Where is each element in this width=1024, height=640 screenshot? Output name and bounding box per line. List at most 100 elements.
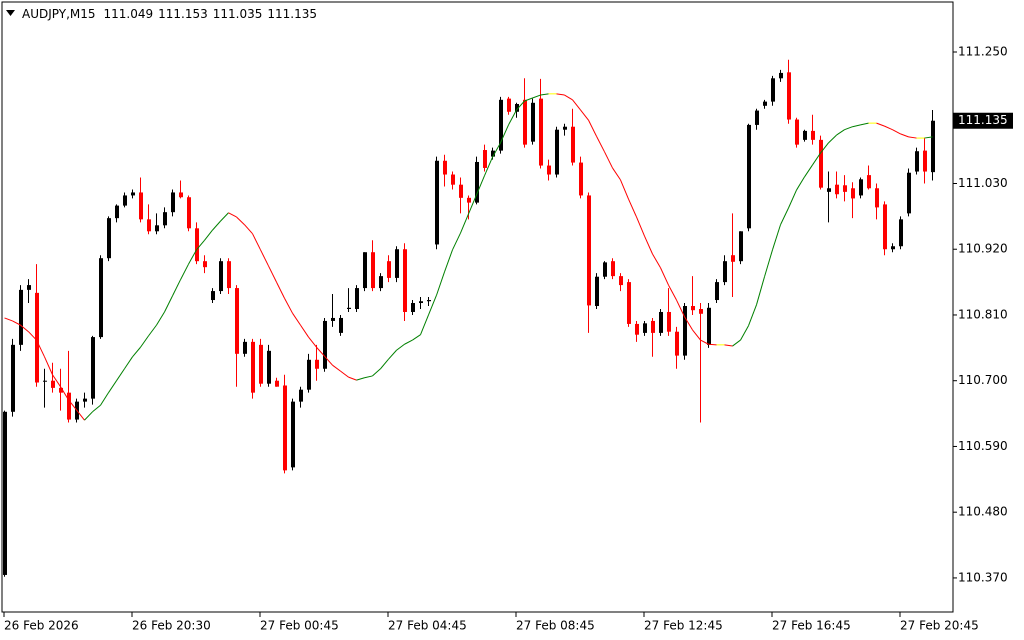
ma-segment (284, 298, 293, 314)
ma-segment (524, 97, 533, 102)
ma-segment (452, 232, 461, 251)
x-tick-label: 27 Feb 20:45 (900, 619, 979, 633)
ma-segment (700, 339, 709, 345)
ma-segment (316, 346, 325, 357)
candle-body (843, 185, 847, 192)
ma-segment (476, 175, 485, 196)
x-tick-label: 27 Feb 00:45 (260, 619, 339, 633)
ma-segment (436, 271, 445, 296)
ma-segment (44, 356, 53, 375)
candle-body (659, 311, 663, 333)
candle-body (51, 380, 55, 388)
candle-body (507, 98, 511, 112)
candle-body (307, 359, 311, 390)
candle-body (379, 276, 383, 289)
ma-segment (852, 124, 861, 128)
candle-body (107, 218, 111, 259)
candle-body (195, 228, 199, 262)
ma-segment (556, 93, 565, 96)
candle-body (611, 261, 615, 277)
price-box-label: 111.135 (958, 113, 1008, 127)
candle-body (867, 175, 871, 189)
candle-body (739, 231, 743, 262)
ma-segment (428, 295, 437, 316)
candle-body (499, 99, 503, 151)
ma-segment (652, 253, 661, 269)
ma-segment (140, 335, 149, 348)
ma-segment (116, 368, 125, 381)
candle-body (11, 344, 15, 412)
ma-segment (828, 134, 837, 144)
candle-body (515, 104, 519, 112)
candle-body (179, 192, 183, 198)
menu-triangle[interactable] (6, 10, 15, 16)
candle-body (555, 129, 559, 175)
ma-segment (812, 152, 821, 166)
candle-body (411, 303, 415, 312)
ma-segment (28, 331, 37, 341)
candle-body (547, 165, 551, 175)
candle-body (339, 317, 343, 333)
ma-segment (236, 216, 245, 226)
ma-segment (532, 94, 541, 99)
ma-segment (300, 324, 309, 338)
candle-body (899, 219, 903, 247)
ma-segment (404, 339, 413, 345)
ma-segment (740, 325, 749, 341)
candle-body (931, 120, 935, 173)
candle-body (131, 192, 135, 196)
candle-body (795, 119, 799, 145)
candle-body (147, 219, 151, 232)
candle-body (163, 212, 167, 226)
ma-segment (772, 224, 781, 250)
candle-body (675, 331, 679, 356)
ma-segment (268, 265, 277, 283)
ma-segment (516, 100, 525, 111)
candle-body (635, 323, 639, 335)
ma-segment (484, 156, 493, 176)
symbol: AUDJPY,M15 (22, 7, 96, 21)
candle-body (803, 130, 807, 140)
ma-segment (228, 212, 237, 218)
ma-segment (572, 99, 581, 111)
ma-segment (132, 346, 141, 358)
candle-body (19, 289, 23, 345)
ma-segment (380, 358, 389, 370)
candle-body (683, 306, 687, 356)
ma-segment (460, 213, 469, 234)
x-tick-label: 27 Feb 04:45 (388, 619, 467, 633)
ma-segment (628, 198, 637, 218)
candle-body (651, 320, 655, 333)
candle-body (435, 160, 439, 245)
y-tick-label: 110.370 (958, 570, 1008, 584)
candle-body (595, 276, 599, 307)
ma-segment (420, 314, 429, 335)
y-tick-label: 111.250 (958, 45, 1008, 59)
candle-body (811, 130, 815, 140)
candle-body (395, 249, 399, 278)
candle-body (475, 161, 479, 203)
candle-body (915, 151, 919, 172)
candle-body (283, 385, 287, 471)
candle-body (771, 78, 775, 102)
x-tick-label: 27 Feb 12:45 (644, 619, 723, 633)
candle-body (819, 139, 823, 188)
candle-body (211, 291, 215, 301)
candle-body (427, 300, 431, 302)
ma-segment (388, 349, 397, 360)
ma-segment (604, 151, 613, 169)
candle-body (227, 261, 231, 289)
ma-segment (340, 370, 349, 378)
ma-segment (60, 386, 69, 401)
candle-body (59, 387, 63, 393)
candle-body (715, 282, 719, 301)
ma-segment (500, 124, 509, 144)
candle-body (99, 258, 103, 338)
ma-segment (100, 392, 109, 406)
candle-body (459, 184, 463, 198)
ma-segment (820, 142, 829, 154)
y-tick-label: 111.030 (958, 176, 1008, 190)
candle-body (875, 188, 879, 208)
candle-body (371, 252, 375, 289)
candle-body (523, 99, 527, 145)
